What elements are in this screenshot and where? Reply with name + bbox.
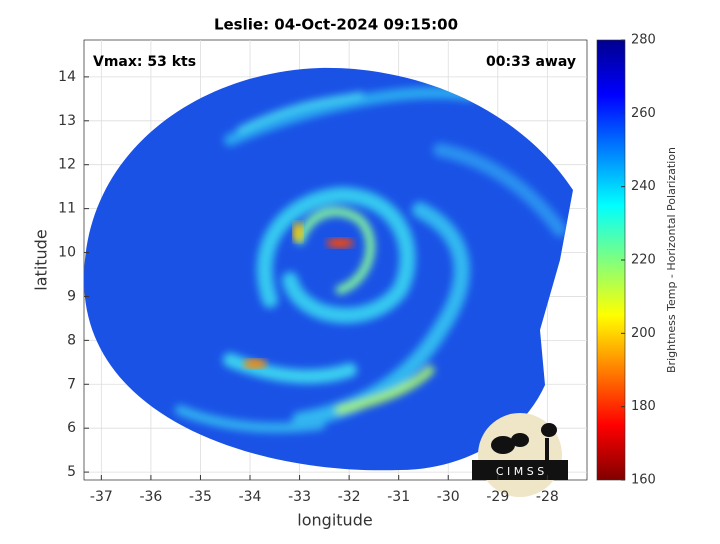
x-tick-label: -35	[189, 489, 212, 505]
swath-image	[84, 67, 573, 471]
x-tick-label: -34	[239, 489, 262, 505]
y-tick-label: 12	[58, 157, 76, 173]
y-tick-label: 8	[67, 332, 76, 348]
y-tick-label: 13	[58, 113, 76, 129]
x-tick-label: -28	[536, 489, 559, 505]
x-tick-label: -33	[288, 489, 311, 505]
y-tick-label: 7	[67, 376, 76, 392]
y-tick-label: 9	[67, 288, 76, 304]
y-tick-label: 10	[58, 245, 76, 261]
colorbar	[596, 39, 626, 481]
x-tick-label: -37	[90, 489, 113, 505]
y-axis-label: latitude	[32, 229, 51, 290]
x-tick-label: -32	[338, 489, 361, 505]
colorbar-tick-label: 160	[631, 473, 656, 488]
annotation: Vmax: 53 kts	[93, 54, 196, 70]
y-tick-label: 14	[58, 69, 76, 85]
x-tick-label: -31	[387, 489, 410, 505]
colorbar-tick-label: 200	[631, 326, 656, 341]
x-tick-label: -36	[139, 489, 162, 505]
chart-title: Leslie: 04-Oct-2024 09:15:00	[214, 16, 458, 34]
colorbar-tick-label: 220	[631, 253, 656, 268]
y-tick-label: 6	[67, 420, 76, 436]
colorbar-label: Brightness Temp - Horizontal Polarizatio…	[665, 147, 678, 373]
colorbar-tick-label: 240	[631, 179, 656, 194]
logo: C I M S S	[472, 413, 568, 497]
x-tick-label: -29	[486, 489, 509, 505]
y-tick-label: 11	[58, 201, 76, 217]
colorbar-tick-label: 260	[631, 106, 656, 121]
colorbar-tick-label: 180	[631, 399, 656, 414]
annotation: 00:33 away	[486, 54, 576, 70]
logo-text: C I M S S	[496, 465, 544, 478]
y-tick-label: 5	[67, 464, 76, 480]
x-axis-label: longitude	[297, 511, 372, 530]
colorbar-tick-label: 280	[631, 33, 656, 48]
x-tick-label: -30	[437, 489, 460, 505]
